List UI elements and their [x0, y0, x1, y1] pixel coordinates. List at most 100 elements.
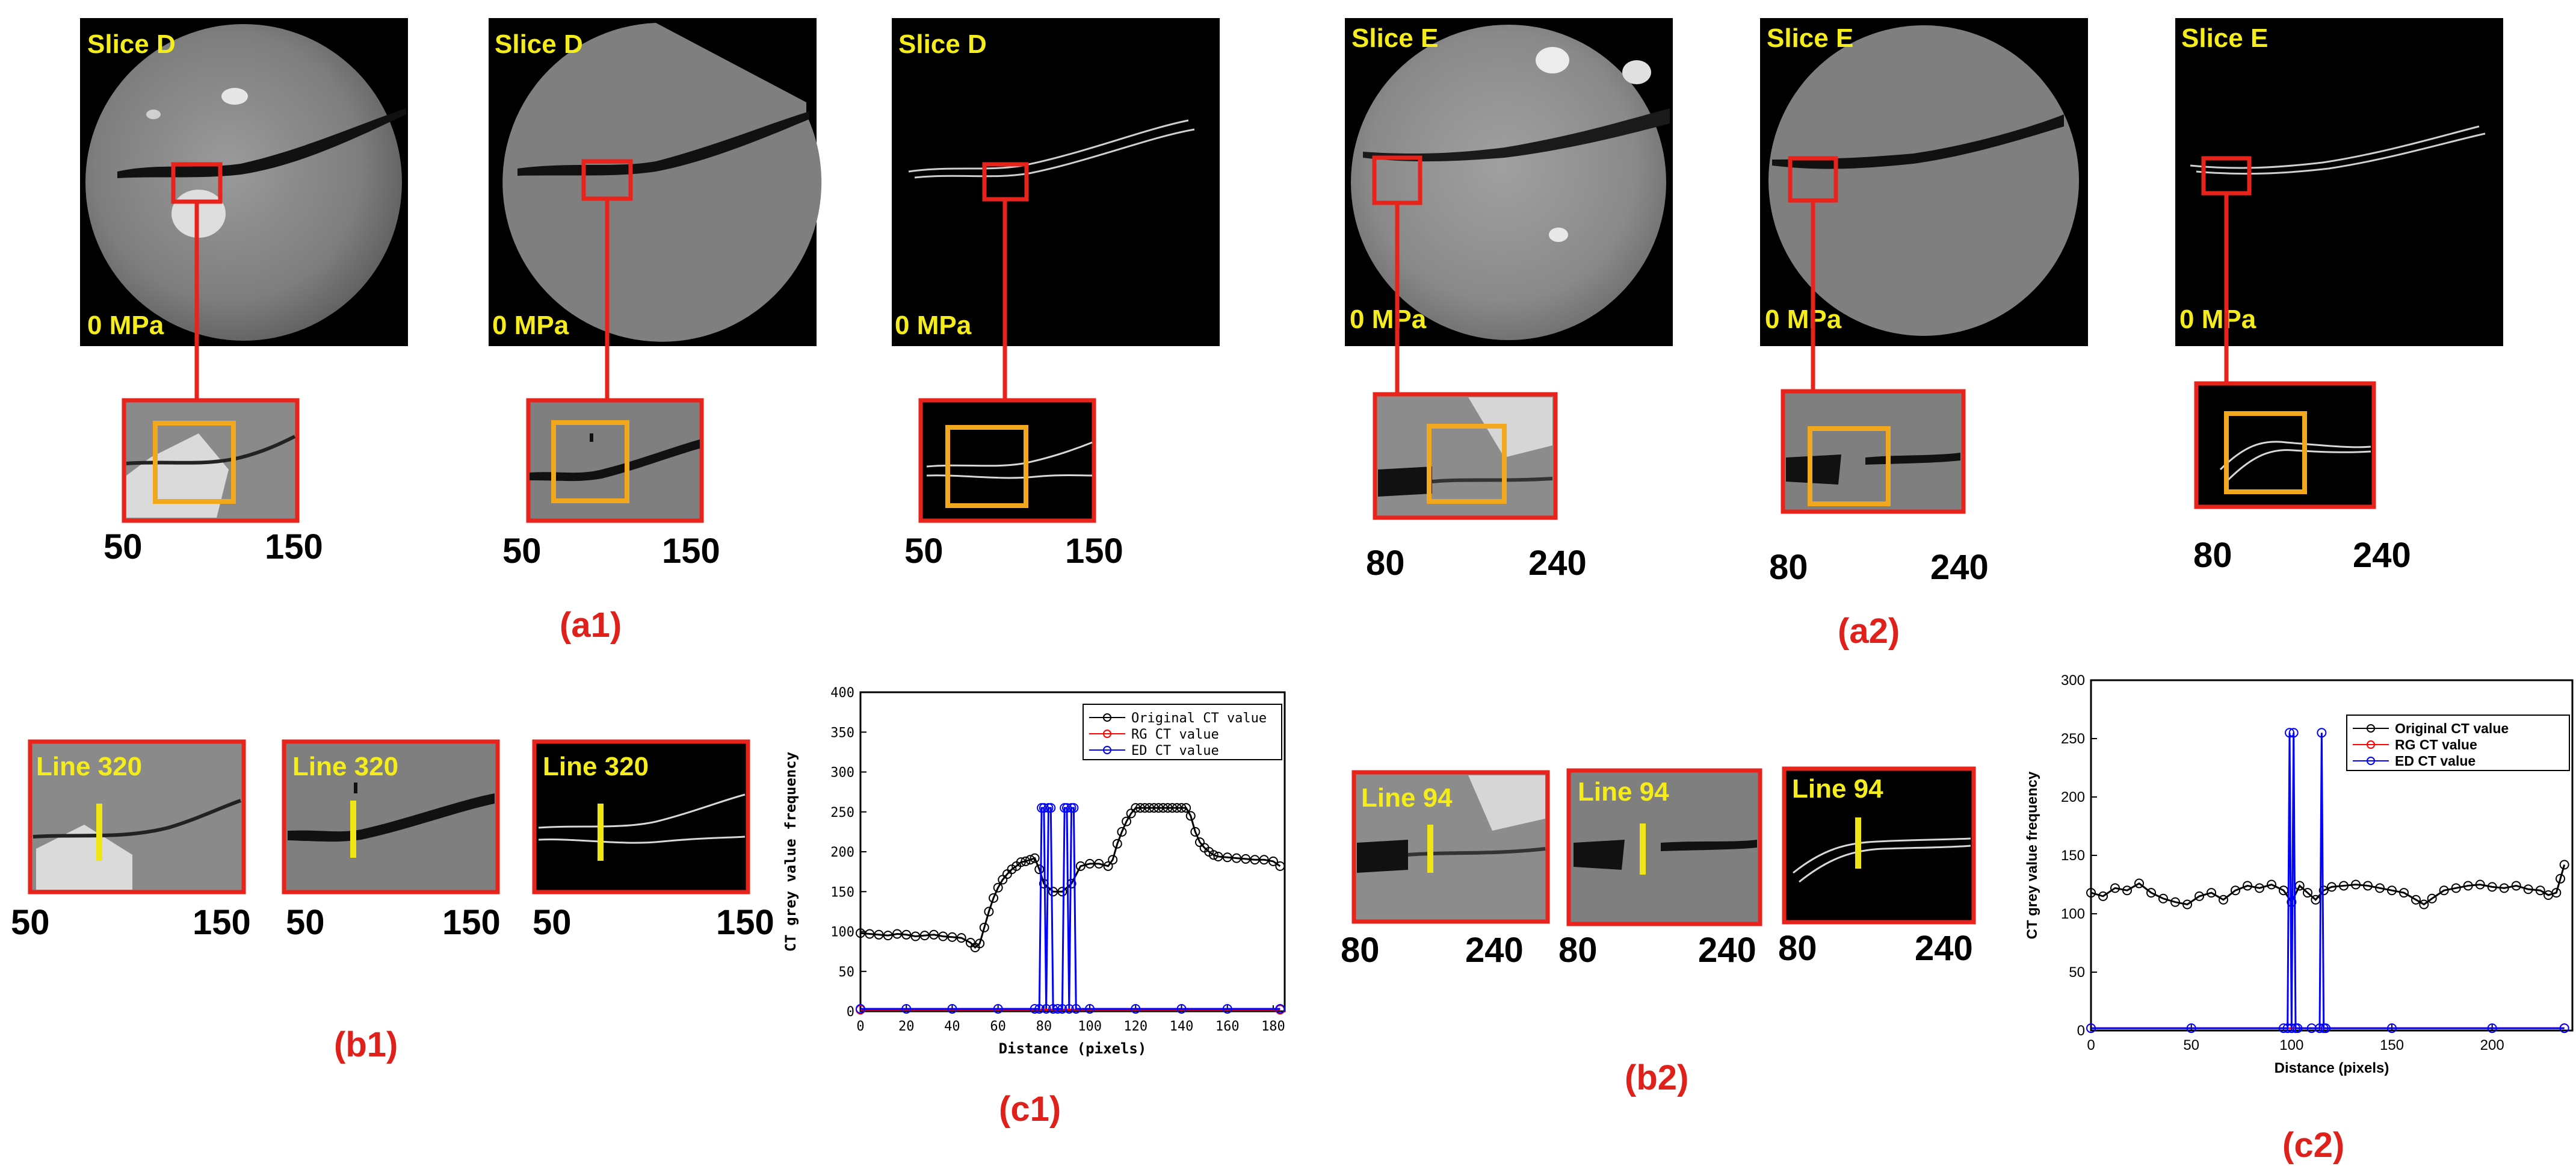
data-point: [1140, 803, 1150, 813]
range-start: 50: [11, 903, 50, 942]
line-label: Line 320: [543, 752, 649, 781]
x-tick-label: 0: [856, 1019, 864, 1034]
slice-e-rg-image: [1760, 18, 2088, 346]
y-tick-label: 50: [839, 965, 855, 980]
data-point: [2207, 888, 2216, 898]
series-line-0: [860, 807, 1281, 949]
data-point: [1048, 887, 1058, 897]
legend-entry: RG CT value: [1131, 727, 1219, 742]
data-point: [1208, 850, 1219, 860]
data-point: [1275, 861, 1285, 871]
data-point: [2170, 897, 2180, 907]
zoom-inset-original-e: [1373, 392, 1558, 520]
y-tick-label: 250: [830, 805, 854, 820]
range-end: 150: [442, 903, 501, 942]
pressure-label: 0 MPa: [1765, 305, 1842, 334]
data-point: [2559, 1023, 2569, 1034]
pressure-label: 0 MPa: [895, 311, 972, 340]
x-tick-label: 140: [1170, 1019, 1194, 1034]
data-point: [1025, 855, 1035, 865]
zoom-inset-rg-e: [1781, 389, 1966, 514]
y-tick-label: 0: [2077, 1023, 2085, 1039]
range-end: 240: [1528, 544, 1587, 583]
x-tick-label: 60: [990, 1019, 1006, 1034]
data-point: [2321, 1023, 2330, 1034]
data-point: [910, 931, 921, 941]
data-point: [2267, 879, 2276, 890]
data-point: [2387, 1023, 2397, 1034]
data-point: [2186, 1023, 2196, 1034]
data-point: [1250, 855, 1260, 865]
data-point: [1030, 1004, 1040, 1014]
data-point: [984, 907, 994, 917]
range-end: 240: [1698, 931, 1756, 970]
line-label: Line 320: [36, 752, 142, 781]
data-point: [975, 938, 985, 949]
data-point: [901, 1004, 912, 1014]
data-point: [1034, 864, 1045, 875]
y-tick-label: 400: [830, 686, 854, 701]
data-point: [2318, 885, 2329, 896]
legend-marker: [1103, 746, 1111, 754]
data-point: [2086, 888, 2096, 898]
data-point: [928, 929, 939, 940]
legend-entry: Original CT value: [2395, 721, 2509, 736]
y-tick-label: 250: [2061, 731, 2085, 747]
data-point: [2419, 899, 2429, 910]
x-tick-label: 0: [2087, 1037, 2095, 1053]
range-labels-b1: 50 150 50 150 50 150: [11, 903, 774, 942]
data-point: [993, 1004, 1003, 1014]
data-point: [1167, 803, 1178, 813]
data-point: [2375, 883, 2385, 893]
slice-label: Slice D: [87, 29, 176, 59]
data-point: [1030, 853, 1040, 863]
data-point: [1075, 861, 1086, 871]
x-tick-label: 150: [2380, 1037, 2404, 1053]
data-point: [2551, 888, 2562, 898]
data-point: [2293, 1023, 2303, 1034]
data-point: [1039, 803, 1049, 813]
data-point: [2499, 883, 2509, 893]
legend-entry: ED CT value: [2395, 753, 2476, 769]
data-point: [2339, 881, 2349, 891]
data-point: [2219, 895, 2228, 905]
data-point: [947, 932, 957, 942]
data-point: [1117, 826, 1127, 837]
zoom-inset-original-d: [122, 398, 300, 523]
legend-marker: [2367, 724, 2375, 733]
legend-marker: [1103, 713, 1111, 722]
data-point: [2487, 882, 2497, 892]
data-point: [2363, 881, 2373, 891]
line-label: Line 94: [1578, 777, 1669, 807]
data-point: [1122, 816, 1132, 826]
data-point: [1144, 803, 1155, 813]
y-tick-label: 350: [830, 725, 854, 740]
line-inset-rg-e: [1566, 768, 1762, 926]
data-point: [1181, 803, 1191, 813]
chart-c2: 0 50 100 150 200 0 50 100 150 200 250 300 Distance (…: [2024, 672, 2574, 1076]
data-point: [2487, 1023, 2497, 1034]
data-point: [1222, 1004, 1232, 1014]
slice-label: Slice D: [495, 29, 583, 59]
pressure-label: 0 MPa: [87, 311, 164, 340]
data-point: [2387, 885, 2397, 896]
range-start: 50: [904, 532, 944, 571]
data-point: [2134, 878, 2144, 888]
data-point: [1131, 1004, 1141, 1014]
panel-label-c2: (c2): [2282, 1126, 2344, 1165]
range-end: 150: [662, 532, 720, 571]
range-end: 150: [265, 527, 323, 566]
zoom-inset-rg-d: [526, 398, 704, 523]
line-inset-ed-e: [1782, 766, 1976, 925]
y-tick-label: 100: [830, 925, 854, 940]
data-point: [1185, 811, 1196, 821]
x-tick-label: 80: [1036, 1019, 1052, 1034]
slice-d-rg-image: [489, 18, 822, 346]
data-point: [1259, 855, 1269, 865]
y-tick-label: 150: [2061, 848, 2085, 864]
data-point: [1268, 856, 1278, 866]
data-point: [2556, 873, 2565, 884]
data-point: [1085, 1004, 1095, 1014]
data-point: [1071, 1004, 1081, 1014]
